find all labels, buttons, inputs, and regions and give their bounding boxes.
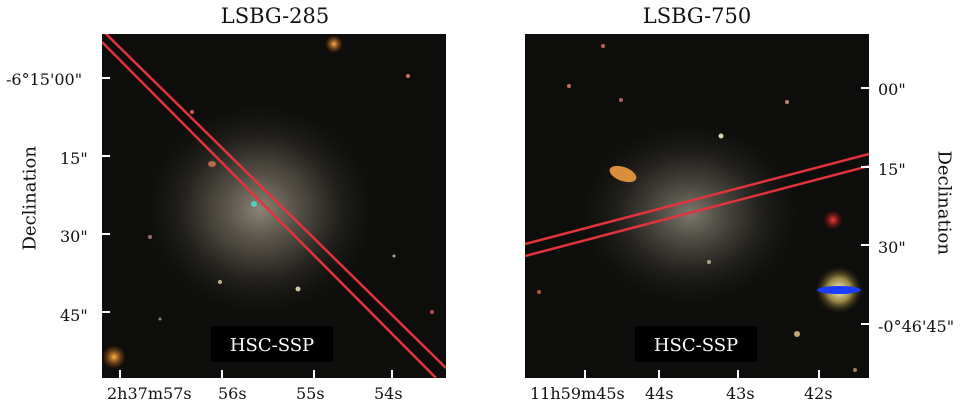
star: [823, 210, 843, 230]
panel-1-ylabel: Declination: [19, 146, 41, 251]
survey-label: HSC-SSP: [230, 335, 314, 356]
star: [406, 74, 410, 78]
survey-label-box: [635, 326, 757, 362]
survey-label: HSC-SSP: [654, 335, 738, 356]
star: [218, 280, 222, 284]
panel-2-xtick-label: 42s: [804, 384, 833, 403]
panel-1-ytick-label: 45": [60, 306, 88, 325]
star: [619, 98, 623, 102]
star: [718, 133, 724, 139]
star: [853, 368, 857, 372]
panel-1-xtick-label: 55s: [296, 384, 325, 403]
panel-1-xtick-label: 2h37m57s: [107, 384, 192, 403]
star-artifact: [817, 286, 861, 294]
star: [537, 290, 541, 294]
panel-2-ylabel: Declination: [933, 150, 955, 255]
star: [707, 260, 711, 264]
ticks: [584, 87, 869, 378]
star: [190, 110, 194, 114]
star: [251, 201, 257, 207]
panel-2-xtick-label: 44s: [645, 384, 674, 403]
panel-2-xtick-label: 43s: [726, 384, 755, 403]
panel-2-ytick-label: 30": [878, 238, 906, 257]
panel-2-ytick-label: -0°46'45": [878, 317, 955, 336]
panel-1-xtick-label: 56s: [218, 384, 247, 403]
panel-1-ytick-label: 30": [60, 227, 88, 246]
star: [794, 331, 800, 337]
star: [609, 165, 637, 183]
star: [430, 310, 434, 314]
panel-1-ytick-label: -6°15'00": [6, 70, 83, 89]
star: [148, 235, 152, 239]
galaxy-glow: [140, 99, 380, 319]
panel-2-ytick-label: 00": [878, 80, 906, 99]
slit-stripe-upper: [525, 152, 869, 246]
star: [102, 345, 126, 369]
panel-1-image: HSC-SSP: [102, 34, 446, 378]
star: [392, 254, 396, 258]
star: [325, 35, 343, 53]
star: [567, 84, 571, 88]
panel-1-title: LSBG-285: [220, 4, 330, 28]
survey-label-box: [211, 326, 333, 362]
star: [158, 317, 162, 321]
panel-2-xtick-label: 11h59m45s: [530, 384, 625, 403]
star: [785, 100, 789, 104]
ticks: [102, 77, 393, 378]
slit-stripe-lower: [525, 164, 869, 258]
star: [295, 286, 301, 292]
panel-2-image: HSC-SSP: [525, 34, 869, 378]
panel-2-ytick-label: 15": [878, 160, 906, 179]
slit-stripe-lower: [104, 34, 446, 369]
star: [208, 161, 216, 167]
panel-2-title: LSBG-750: [642, 4, 752, 28]
panel-1-xtick-label: 54s: [374, 384, 403, 403]
panel-1-ytick-label: 15": [60, 149, 88, 168]
star: [601, 44, 605, 48]
slit-stripe-upper: [102, 41, 437, 378]
